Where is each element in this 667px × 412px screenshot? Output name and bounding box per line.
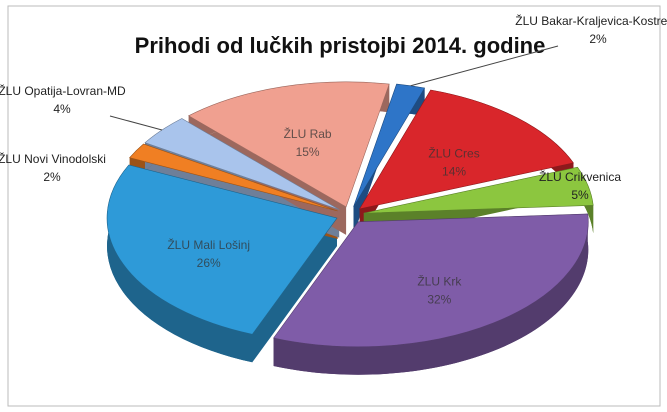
slice xyxy=(144,118,340,210)
slice xyxy=(358,89,574,210)
slice-rim xyxy=(107,164,253,363)
value-label: 14% xyxy=(442,164,466,178)
category-label: ŽLU Bakar-Kraljevica-Kostrena xyxy=(515,13,667,28)
value-label: 4% xyxy=(53,102,71,116)
leader-line xyxy=(109,115,163,131)
slice-rim xyxy=(273,213,589,375)
value-label: 2% xyxy=(43,170,61,184)
chart-title: Prihodi od lučkih pristojbi 2014. godine xyxy=(135,33,546,58)
value-label: 2% xyxy=(589,32,607,46)
value-label: 5% xyxy=(571,188,589,202)
category-label: ŽLU Opatija-Lovran-MD xyxy=(0,83,126,98)
slice xyxy=(129,143,338,212)
slice xyxy=(187,81,390,208)
category-label: ŽLU Cres xyxy=(428,145,479,160)
slice xyxy=(273,213,589,348)
category-label: ŽLU Crikvenica xyxy=(539,169,621,184)
slice xyxy=(106,164,338,335)
category-label: ŽLU Mali Lošinj xyxy=(167,237,250,252)
category-label: ŽLU Novi Vinodolski xyxy=(0,151,106,166)
slice xyxy=(363,166,594,214)
leader-line xyxy=(410,45,559,87)
value-label: 26% xyxy=(197,256,221,270)
value-label: 15% xyxy=(296,145,320,159)
category-label: ŽLU Rab xyxy=(284,126,332,141)
category-label: ŽLU Krk xyxy=(417,274,462,289)
value-label: 32% xyxy=(427,293,451,307)
